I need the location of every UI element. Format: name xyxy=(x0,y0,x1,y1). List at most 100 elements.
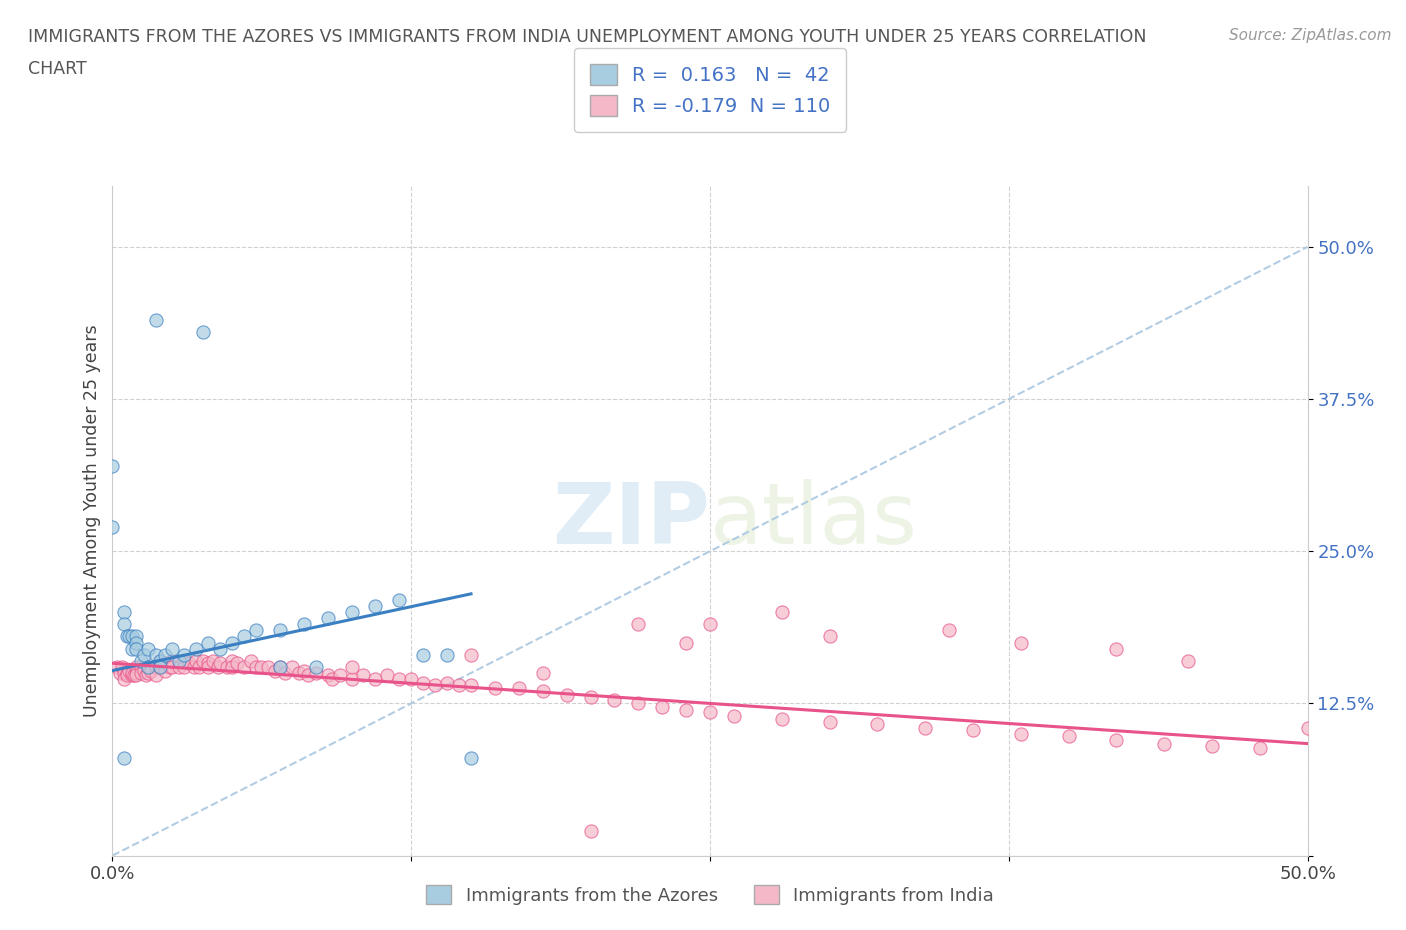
Point xyxy=(531,666,554,681)
Point xyxy=(292,617,315,631)
Point xyxy=(699,617,721,631)
Point xyxy=(145,647,167,662)
Point xyxy=(388,592,411,607)
Point xyxy=(162,654,183,669)
Point xyxy=(555,687,578,702)
Point xyxy=(377,668,399,683)
Point xyxy=(187,659,209,674)
Point xyxy=(281,659,304,674)
Point xyxy=(118,663,141,678)
Point xyxy=(914,721,936,736)
Point xyxy=(579,824,602,839)
Point xyxy=(197,635,219,650)
Point xyxy=(129,666,152,681)
Point xyxy=(121,641,143,656)
Point xyxy=(232,629,256,644)
Point xyxy=(1153,737,1175,751)
Point xyxy=(425,678,447,693)
Point xyxy=(1177,654,1199,669)
Point xyxy=(1105,641,1128,656)
Point xyxy=(145,312,167,327)
Point xyxy=(1249,741,1271,756)
Point xyxy=(121,629,143,644)
Point xyxy=(162,641,183,656)
Text: CHART: CHART xyxy=(28,60,87,78)
Point xyxy=(149,659,172,674)
Point xyxy=(149,654,172,669)
Point xyxy=(340,671,363,686)
Point xyxy=(101,520,124,535)
Point xyxy=(328,668,352,683)
Point xyxy=(121,668,143,683)
Point xyxy=(316,611,339,626)
Point xyxy=(101,458,124,473)
Point xyxy=(412,647,434,662)
Point xyxy=(245,623,267,638)
Point xyxy=(114,751,135,765)
Point xyxy=(316,668,339,683)
Point xyxy=(169,654,191,669)
Point xyxy=(132,647,155,662)
Point xyxy=(197,656,219,671)
Point xyxy=(125,666,148,681)
Point xyxy=(304,666,326,681)
Point xyxy=(436,647,458,662)
Point xyxy=(412,675,434,690)
Point xyxy=(962,723,984,737)
Point xyxy=(460,678,482,693)
Point xyxy=(115,666,138,681)
Point xyxy=(321,671,343,686)
Point xyxy=(193,325,215,339)
Point xyxy=(129,659,152,674)
Point xyxy=(352,668,374,683)
Point xyxy=(208,641,231,656)
Point xyxy=(207,659,229,674)
Point xyxy=(162,659,183,674)
Point xyxy=(149,654,172,669)
Point xyxy=(340,659,363,674)
Point xyxy=(125,668,148,683)
Y-axis label: Unemployment Among Youth under 25 years: Unemployment Among Youth under 25 years xyxy=(83,325,101,717)
Point xyxy=(217,659,239,674)
Point xyxy=(208,656,231,671)
Point xyxy=(221,635,243,650)
Point xyxy=(938,623,960,638)
Point xyxy=(364,599,387,614)
Point xyxy=(1057,729,1080,744)
Point xyxy=(1010,726,1032,741)
Point xyxy=(114,671,135,686)
Point xyxy=(132,663,155,678)
Point xyxy=(264,663,287,678)
Point xyxy=(269,623,291,638)
Point xyxy=(447,678,470,693)
Point xyxy=(135,668,157,683)
Point xyxy=(292,663,315,678)
Point xyxy=(138,659,160,674)
Point xyxy=(169,659,191,674)
Point xyxy=(273,666,295,681)
Text: IMMIGRANTS FROM THE AZORES VS IMMIGRANTS FROM INDIA UNEMPLOYMENT AMONG YOUTH UND: IMMIGRANTS FROM THE AZORES VS IMMIGRANTS… xyxy=(28,28,1147,46)
Point xyxy=(114,604,135,619)
Point xyxy=(153,656,176,671)
Point xyxy=(139,663,162,678)
Point xyxy=(579,690,602,705)
Point xyxy=(364,671,387,686)
Point xyxy=(240,654,263,669)
Point xyxy=(675,635,697,650)
Point xyxy=(1201,738,1223,753)
Point xyxy=(159,659,181,674)
Point xyxy=(153,647,176,662)
Point xyxy=(149,659,172,674)
Point xyxy=(186,641,208,656)
Point xyxy=(723,708,745,723)
Point xyxy=(627,617,650,631)
Point xyxy=(173,659,195,674)
Point xyxy=(699,705,721,720)
Point xyxy=(221,659,243,674)
Legend: Immigrants from the Azores, Immigrants from India: Immigrants from the Azores, Immigrants f… xyxy=(416,876,1004,913)
Point xyxy=(105,659,128,674)
Point xyxy=(401,671,423,686)
Point xyxy=(675,702,697,717)
Point xyxy=(388,671,411,686)
Point xyxy=(138,659,160,674)
